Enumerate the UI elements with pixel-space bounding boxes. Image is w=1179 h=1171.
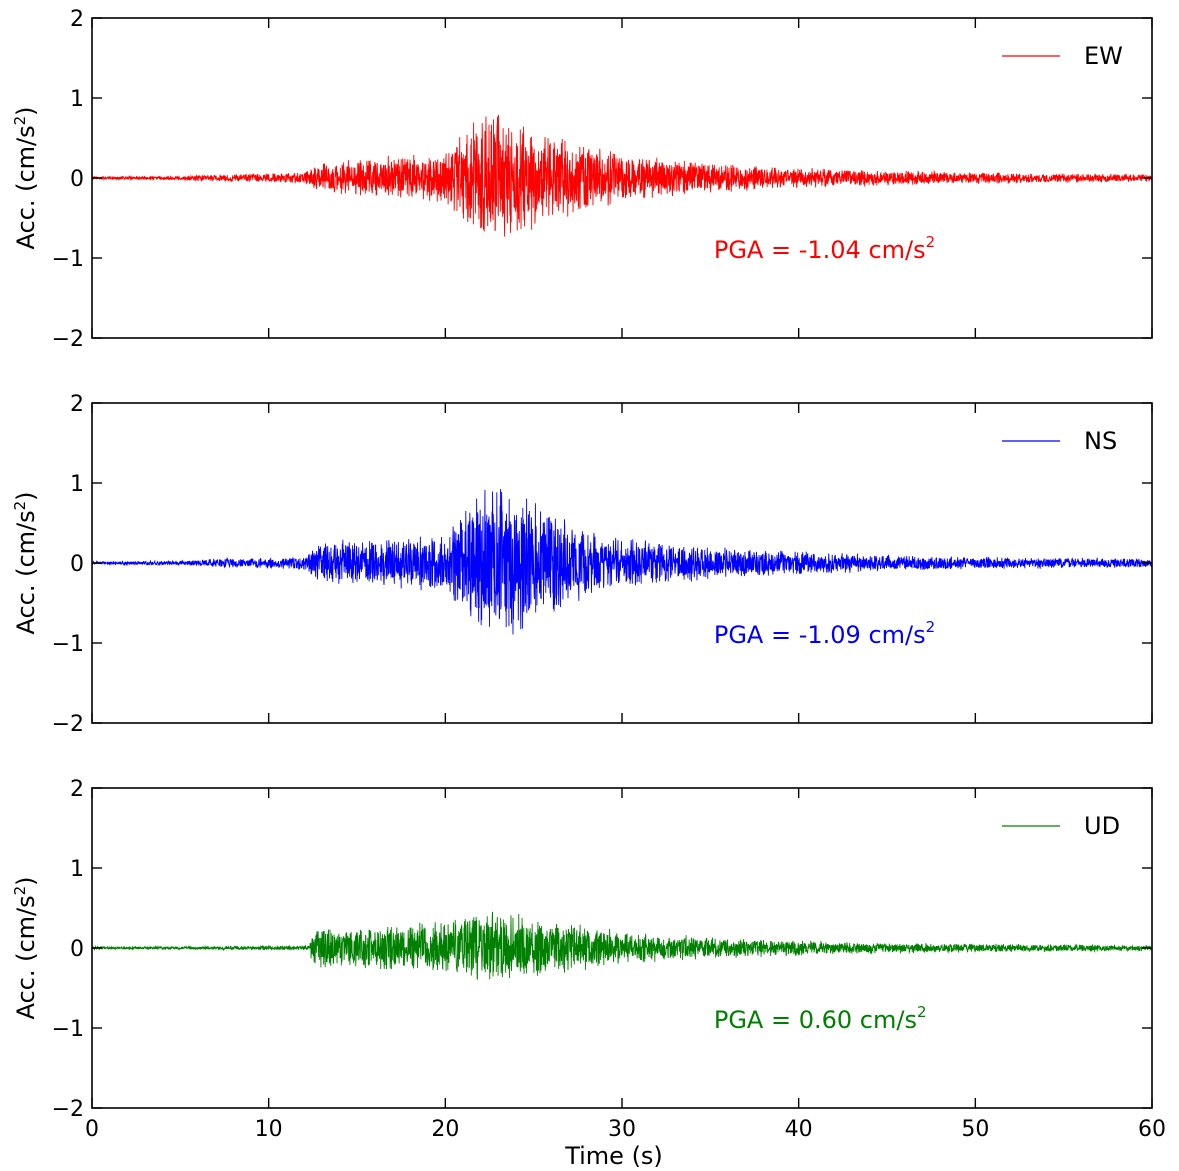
y-tick-label: −1	[52, 632, 84, 657]
x-tick-label: 10	[255, 1117, 283, 1142]
x-axis-label: Time (s)	[564, 1142, 663, 1170]
legend-label: EW	[1084, 42, 1123, 70]
y-tick-label: −1	[52, 1017, 84, 1042]
x-tick-label: 40	[785, 1117, 813, 1142]
pga-annotation: PGA = 0.60 cm/s2	[714, 1003, 927, 1034]
y-tick-label: 1	[70, 87, 84, 112]
legend-label: NS	[1084, 427, 1117, 455]
y-tick-label: −2	[52, 1097, 84, 1122]
x-tick-label: 0	[85, 1117, 99, 1142]
pga-annotation: PGA = -1.09 cm/s2	[714, 618, 935, 649]
series-line-ew	[92, 114, 1152, 237]
y-tick-label: 1	[70, 472, 84, 497]
pga-annotation: PGA = -1.04 cm/s2	[714, 233, 935, 264]
y-tick-label: 0	[70, 552, 84, 577]
y-tick-label: 0	[70, 937, 84, 962]
panel-2: 0 10 20 30 40 50 60 −2 −1 0 1 2 Acc. (cm/s2) UD PGA = …	[11, 777, 1166, 1170]
y-tick-label: −2	[52, 712, 84, 737]
y-tick-label: −2	[52, 327, 84, 352]
x-tick-label: 60	[1138, 1117, 1166, 1142]
y-axis-label: Acc. (cm/s2)	[11, 876, 40, 1019]
y-axis-label: Acc. (cm/s2)	[11, 106, 40, 249]
y-tick-label: 2	[70, 392, 84, 417]
series-line-ns	[92, 489, 1152, 635]
y-tick-label: −1	[52, 247, 84, 272]
panel-1: −2 −1 0 1 2 Acc. (cm/s2) NS PGA = -1.09 cm/s2	[11, 392, 1153, 737]
y-tick-label: 0	[70, 167, 84, 192]
x-tick-label: 50	[961, 1117, 989, 1142]
series-line-ud	[92, 911, 1152, 980]
x-tick-label: 20	[431, 1117, 459, 1142]
panel-0: −2 −1 0 1 2 Acc. (cm/s2) EW PGA = -1.04 cm/s2	[11, 7, 1153, 352]
y-axis-label: Acc. (cm/s2)	[11, 491, 40, 634]
legend-label: UD	[1084, 812, 1120, 840]
x-tick-label: 30	[608, 1117, 636, 1142]
y-tick-label: 2	[70, 777, 84, 802]
y-tick-label: 2	[70, 7, 84, 32]
y-tick-label: 1	[70, 857, 84, 882]
